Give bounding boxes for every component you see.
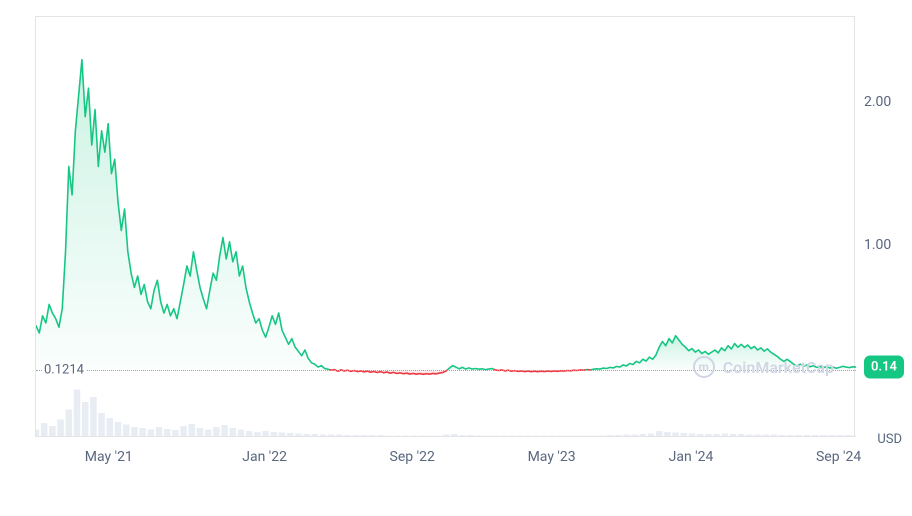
price-chart-area[interactable]: 0.1214 0.14 1.002.00	[36, 17, 856, 387]
x-tick-label: May '23	[528, 449, 576, 465]
coinmarketcap-logo-icon: m	[693, 356, 715, 378]
y-tick-label: 2.00	[864, 94, 904, 110]
current-price-badge: 0.14	[864, 356, 904, 379]
x-tick-label: May '21	[85, 449, 133, 465]
chart-frame: 0.1214 0.14 1.002.00 m CoinMarketCap	[35, 16, 855, 436]
baseline-value-label: 0.1214	[42, 362, 86, 377]
x-tick-label: Sep '22	[390, 449, 435, 465]
x-axis: May '21Jan '22Sep '22May '23Jan '24Sep '…	[35, 436, 855, 480]
currency-label: USD	[877, 432, 902, 447]
volume-chart-area	[36, 387, 856, 437]
x-tick-label: Jan '24	[669, 449, 714, 465]
watermark-text: CoinMarketCap	[723, 358, 834, 377]
price-svg	[36, 17, 856, 387]
watermark: m CoinMarketCap	[693, 356, 834, 378]
volume-svg	[36, 387, 856, 437]
y-tick-label: 1.00	[864, 237, 904, 253]
x-tick-label: Jan '22	[242, 449, 287, 465]
watermark-icon-letter: m	[699, 360, 709, 374]
x-tick-label: Sep '24	[816, 449, 861, 465]
